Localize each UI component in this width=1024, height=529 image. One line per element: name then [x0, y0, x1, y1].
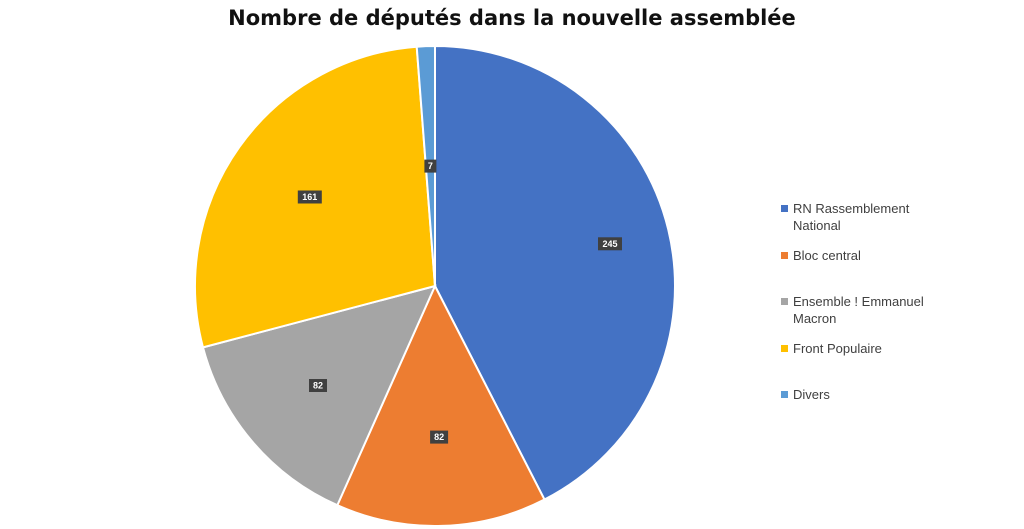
legend-label-front-populaire: Front Populaire: [793, 341, 882, 356]
data-label-box: [309, 379, 327, 392]
pie-slice-ensemble: [201, 284, 437, 507]
pie-slice-rn: [434, 44, 676, 501]
data-label-text: 245: [602, 239, 617, 249]
legend-item-bloc-central: Bloc central: [781, 247, 943, 264]
legend-label-rn: RN Rassemblement National: [793, 201, 910, 233]
data-label-text: 82: [434, 432, 444, 442]
legend-label-bloc-central: Bloc central: [793, 248, 861, 263]
data-label-rn: 245: [598, 237, 622, 251]
data-label-text: 7: [428, 161, 433, 171]
legend-label-divers: Divers: [793, 387, 830, 402]
data-label-ensemble: 82: [309, 379, 327, 392]
legend-item-ensemble: Ensemble ! Emmanuel Macron: [781, 293, 943, 327]
data-label-box: [297, 190, 322, 204]
data-label-text: 82: [313, 381, 323, 391]
data-label-divers: 7: [424, 159, 437, 173]
legend-item-rn: RN Rassemblement National: [781, 200, 943, 234]
legend-item-divers: Divers: [781, 386, 943, 403]
data-label-bloc-central: 82: [430, 430, 449, 444]
data-label-box: [424, 159, 437, 173]
chart-title: Nombre de députés dans la nouvelle assem…: [228, 6, 796, 30]
data-label-text: 161: [302, 192, 317, 202]
legend-swatch-rn: [781, 205, 788, 212]
legend-label-ensemble: Ensemble ! Emmanuel Macron: [793, 294, 924, 326]
data-label-box: [598, 237, 622, 251]
pie-slice-bloc-central: [335, 283, 546, 528]
legend-item-front-populaire: Front Populaire: [781, 340, 943, 357]
data-label-front-populaire: 161: [297, 190, 322, 204]
legend-swatch-divers: [781, 391, 788, 398]
data-label-box: [430, 430, 449, 444]
legend-swatch-ensemble: [781, 298, 788, 305]
legend-swatch-front-populaire: [781, 345, 788, 352]
legend-swatch-bloc-central: [781, 252, 788, 259]
